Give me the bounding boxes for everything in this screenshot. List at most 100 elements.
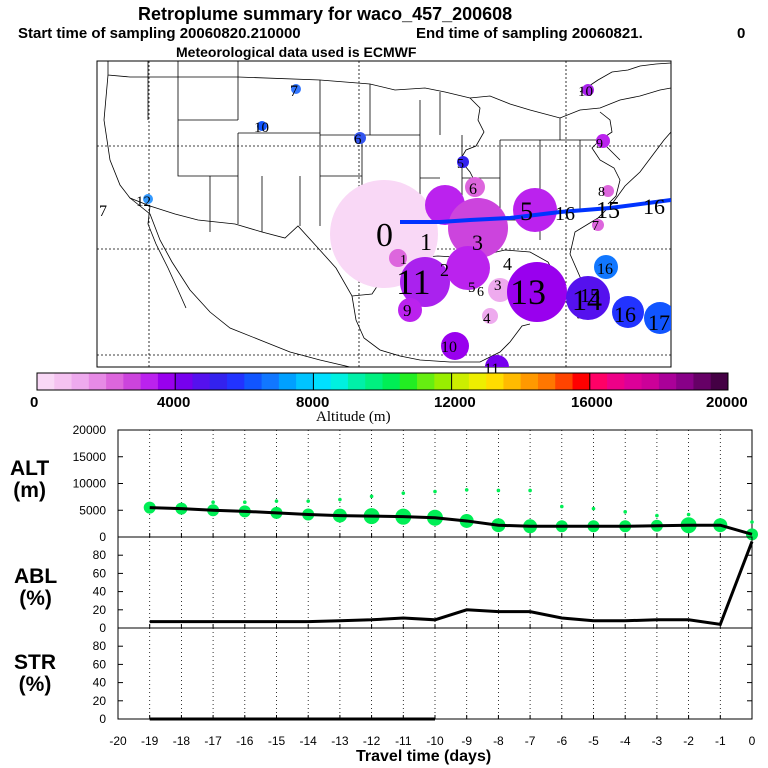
colorbar-cell [261, 373, 280, 390]
plume-label: 0 [376, 217, 393, 254]
plume-label: 10 [254, 120, 269, 136]
colorbar-tick: 20000 [706, 394, 748, 411]
str-axis-label: STR (%) [14, 651, 56, 696]
plume-label: 5 [520, 197, 533, 226]
colorbar-cell [451, 373, 470, 390]
x-tick-label: -15 [268, 734, 286, 748]
colorbar-cell [676, 373, 694, 390]
colorbar-cell [365, 373, 383, 390]
colorbar-cell [520, 373, 539, 390]
colorbar-tick: 0 [30, 394, 39, 411]
x-tick-label: -17 [204, 734, 222, 748]
y-tick-label: 20 [93, 603, 107, 617]
altitude-upper-marker [718, 518, 723, 522]
x-tick-label: -14 [300, 734, 318, 748]
altitude-upper-marker [528, 488, 532, 493]
y-tick-label: 0 [99, 712, 106, 726]
plume-circle [644, 302, 671, 334]
x-tick-label: -6 [556, 734, 567, 748]
end-time-suffix: 0 [737, 25, 746, 42]
plume-label: 11 [396, 262, 431, 302]
panel-frame [117, 627, 753, 720]
plume-label: 3 [472, 230, 483, 255]
altitude-upper-marker [655, 513, 659, 518]
plume-circle [602, 185, 614, 197]
map-panel: 7 10 6 10 9 7 12 5 6 8 7 0 1 2 3 4 11 9 … [96, 60, 672, 378]
plume-circle [612, 296, 644, 328]
trajectory-line [400, 198, 671, 224]
plume-label: 7 [99, 203, 107, 220]
y-tick-label: 0 [99, 530, 106, 544]
series-line [149, 541, 754, 627]
plume-label: 16 [643, 194, 665, 219]
altitude-upper-marker [211, 500, 215, 505]
plume-label: 7 [592, 219, 599, 234]
altitude-upper-marker [338, 497, 342, 502]
end-time-label: End time of sampling 20060821. [416, 25, 643, 42]
x-tick-label: -4 [620, 734, 631, 748]
x-tick-label: 0 [749, 734, 756, 748]
colorbar-cell [607, 373, 625, 390]
y-tick-label: 40 [93, 585, 107, 599]
altitude-upper-marker [591, 506, 596, 511]
y-tick-label: 15000 [73, 450, 107, 464]
altitude-upper-marker [179, 504, 184, 508]
x-tick-label: -12 [363, 734, 381, 748]
x-tick-label: -11 [395, 734, 412, 748]
altitude-upper-marker [464, 488, 469, 492]
plume-label: 13 [510, 272, 546, 312]
x-tick-label: -19 [141, 734, 159, 748]
plume-label: 16 [597, 261, 613, 278]
plume-label: 1 [400, 253, 407, 268]
y-tick-label: 80 [93, 639, 107, 653]
altitude-upper-marker [306, 499, 311, 503]
y-tick-label: 60 [93, 566, 107, 580]
plume-label: 1 [420, 230, 432, 256]
plume-label: 4 [483, 311, 491, 327]
plume-circle [485, 355, 509, 367]
plume-circle [354, 132, 366, 144]
plume-circle [143, 194, 153, 204]
colorbar-cell [278, 373, 297, 390]
colorbar-cell [123, 373, 142, 390]
colorbar-cell [417, 373, 435, 390]
colorbar-cell [192, 373, 211, 390]
y-tick-label: 40 [93, 676, 107, 690]
plume-label: 7 [290, 83, 298, 100]
x-tick-label: -9 [461, 734, 472, 748]
colorbar-cell [382, 373, 401, 390]
colorbar-label: Altitude (m) [316, 409, 391, 425]
plume-circle [400, 257, 450, 307]
abl-axis-label: ABL (%) [14, 565, 58, 610]
plume-label: 16 [555, 203, 575, 225]
x-tick-label: -5 [588, 734, 599, 748]
plume-label: 5 [468, 280, 476, 296]
altitude-colorbar [36, 372, 729, 391]
colorbar-cell [555, 373, 574, 390]
plume-circle [291, 84, 301, 94]
x-tick-label: -3 [652, 734, 663, 748]
altitude-upper-marker [274, 499, 279, 503]
x-tick-label: -13 [331, 734, 349, 748]
plume-circle [596, 134, 610, 148]
colorbar-cell [347, 373, 366, 390]
x-tick-label: -20 [109, 734, 127, 748]
start-time-label: Start time of sampling 20060820.210000 [18, 25, 301, 42]
plume-circle [465, 177, 485, 197]
colorbar-cell [486, 373, 504, 390]
x-axis-label: Travel time (days) [356, 748, 492, 765]
colorbar-tick: 16000 [571, 394, 613, 411]
plume-label: 2 [440, 260, 449, 280]
colorbar-cell [434, 373, 453, 390]
plume-circle [446, 246, 490, 290]
plume-circle [482, 308, 498, 324]
altitude-upper-marker [433, 489, 437, 494]
colorbar-cell [710, 373, 729, 390]
altitude-upper-marker [401, 491, 406, 495]
y-tick-label: 10000 [73, 477, 107, 491]
plume-label: 5 [457, 157, 464, 172]
altitude-upper-marker [369, 494, 374, 499]
colorbar-cell [296, 373, 314, 390]
altitude-upper-marker [623, 510, 627, 514]
